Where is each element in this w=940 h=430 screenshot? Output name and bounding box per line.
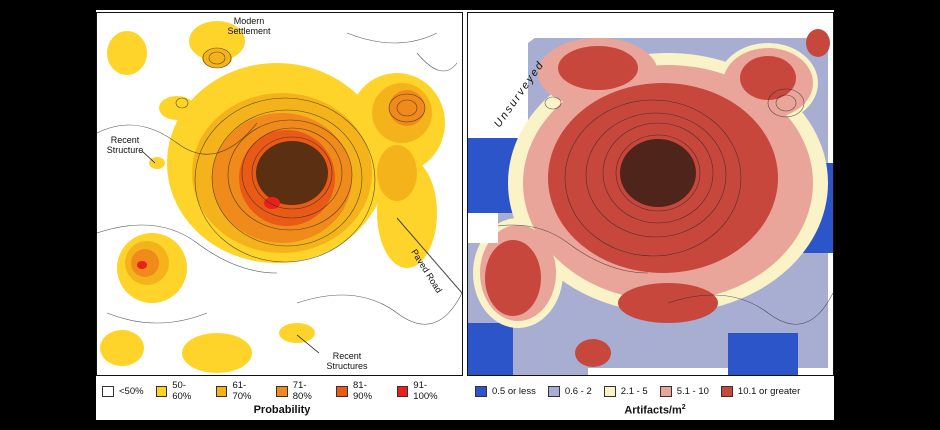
recent-structures-leader [296,334,320,354]
probability-legend-label: <50% [119,385,144,397]
artifact-legend-swatch [547,385,560,397]
artifact-legend-item: 5.1 - 10 [659,385,709,397]
probability-legend-item: 50-60% [155,380,204,402]
probability-legend-label: 81-90% [353,380,373,402]
probability-legend-swatch [336,385,349,397]
probability-map: Modern Settlement Recent Structure Recen… [96,12,463,376]
probability-legend-item: <50% [102,385,144,397]
probability-legend: <50% 50-60% 61-70% 71-80% 81-90% 91-100% Prob… [102,380,462,420]
artifact-legend-item: 0.6 - 2 [547,385,592,397]
figure: Modern Settlement Recent Structure Recen… [96,10,834,420]
probability-legend-swatch [396,385,409,397]
artifact-density-map: Unsurveyed [467,12,834,376]
probability-legend-label: 50-60% [172,380,192,402]
artifact-legend-label: 0.6 - 2 [564,385,592,397]
artifact-legend-item: 2.1 - 5 [603,385,648,397]
artifact-legend-swatch [475,385,487,397]
probability-legend-title: Probability [253,404,311,416]
probability-legend-label: 71-80% [292,380,312,402]
artifact-legend-label: 10.1 or greater [737,385,801,397]
probability-legend-label: 61-70% [232,380,252,402]
probability-legend-item: 71-80% [276,380,324,402]
artifact-legend: 0.5 or less 0.6 - 2 2.1 - 5 5.1 - 10 10.1 or… [475,384,835,420]
artifact-legend-title: Artifacts/m2 [624,404,686,417]
probability-legend-swatch [155,385,168,397]
recent-structures-label: Recent Structures [326,351,368,371]
probability-legend-swatch [276,385,288,397]
artifact-legend-swatch [603,385,616,397]
probability-legend-swatch [215,385,228,397]
probability-legend-label: 91-100% [413,380,438,402]
artifact-legend-swatch [659,385,672,397]
artifact-legend-label: 5.1 - 10 [676,385,709,397]
paved-road-line [396,217,462,294]
recent-structure-leader [141,150,156,164]
recent-structure-label: Recent Structure [106,135,144,155]
artifact-legend-label: 0.5 or less [492,385,536,397]
artifact-density-canvas [468,13,833,375]
probability-legend-item: 81-90% [336,380,384,402]
artifact-legend-label: 2.1 - 5 [620,385,648,397]
artifact-legend-item: 10.1 or greater [720,385,801,397]
probability-legend-item: 91-100% [396,380,450,402]
probability-map-canvas [97,21,462,373]
artifact-legend-swatch [720,385,733,397]
artifact-legend-item: 0.5 or less [475,385,536,397]
probability-legend-swatch [102,385,114,397]
probability-legend-item: 61-70% [215,380,264,402]
modern-settlement-label: Modern Settlement [227,16,271,36]
